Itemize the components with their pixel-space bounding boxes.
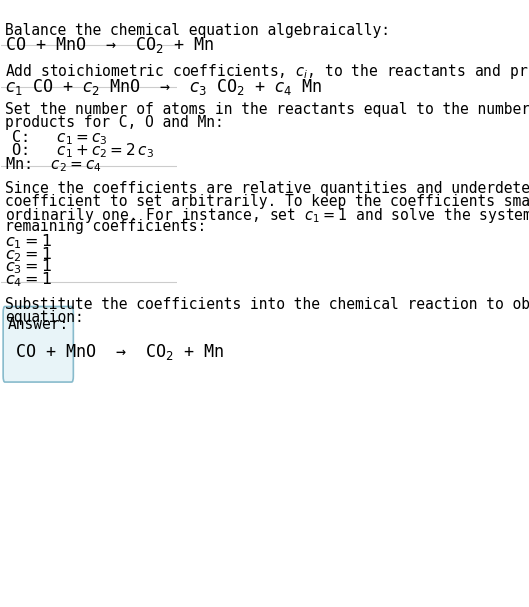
FancyBboxPatch shape xyxy=(3,307,74,382)
Text: products for C, O and Mn:: products for C, O and Mn: xyxy=(5,115,224,130)
Text: CO + MnO  →  CO$_2$ + Mn: CO + MnO → CO$_2$ + Mn xyxy=(15,342,224,362)
Text: ordinarily one. For instance, set $c_1 = 1$ and solve the system of equations fo: ordinarily one. For instance, set $c_1 =… xyxy=(5,206,529,225)
Text: Mn:  $c_2 = c_4$: Mn: $c_2 = c_4$ xyxy=(5,155,102,174)
Text: O:   $c_1 + c_2 = 2\,c_3$: O: $c_1 + c_2 = 2\,c_3$ xyxy=(11,141,154,160)
Text: coefficient to set arbitrarily. To keep the coefficients small, the arbitrary va: coefficient to set arbitrarily. To keep … xyxy=(5,194,529,209)
Text: $c_3 = 1$: $c_3 = 1$ xyxy=(5,257,52,276)
Text: Since the coefficients are relative quantities and underdetermined, choose a: Since the coefficients are relative quan… xyxy=(5,181,529,196)
Text: $c_1 = 1$: $c_1 = 1$ xyxy=(5,232,52,251)
Text: CO + MnO  →  CO$_2$ + Mn: CO + MnO → CO$_2$ + Mn xyxy=(5,35,214,55)
Text: C:   $c_1 = c_3$: C: $c_1 = c_3$ xyxy=(11,128,107,147)
Text: Substitute the coefficients into the chemical reaction to obtain the balanced: Substitute the coefficients into the che… xyxy=(5,297,529,313)
Text: $c_1$ CO + $c_2$ MnO  →  $c_3$ CO$_2$ + $c_4$ Mn: $c_1$ CO + $c_2$ MnO → $c_3$ CO$_2$ + $c… xyxy=(5,77,322,97)
Text: Answer:: Answer: xyxy=(8,317,69,333)
Text: $c_4 = 1$: $c_4 = 1$ xyxy=(5,270,52,289)
Text: equation:: equation: xyxy=(5,310,84,325)
Text: Set the number of atoms in the reactants equal to the number of atoms in the: Set the number of atoms in the reactants… xyxy=(5,103,529,117)
Text: Balance the chemical equation algebraically:: Balance the chemical equation algebraica… xyxy=(5,22,390,38)
Text: Add stoichiometric coefficients, $c_i$, to the reactants and products:: Add stoichiometric coefficients, $c_i$, … xyxy=(5,62,529,81)
Text: $c_2 = 1$: $c_2 = 1$ xyxy=(5,245,52,263)
Text: remaining coefficients:: remaining coefficients: xyxy=(5,219,206,234)
